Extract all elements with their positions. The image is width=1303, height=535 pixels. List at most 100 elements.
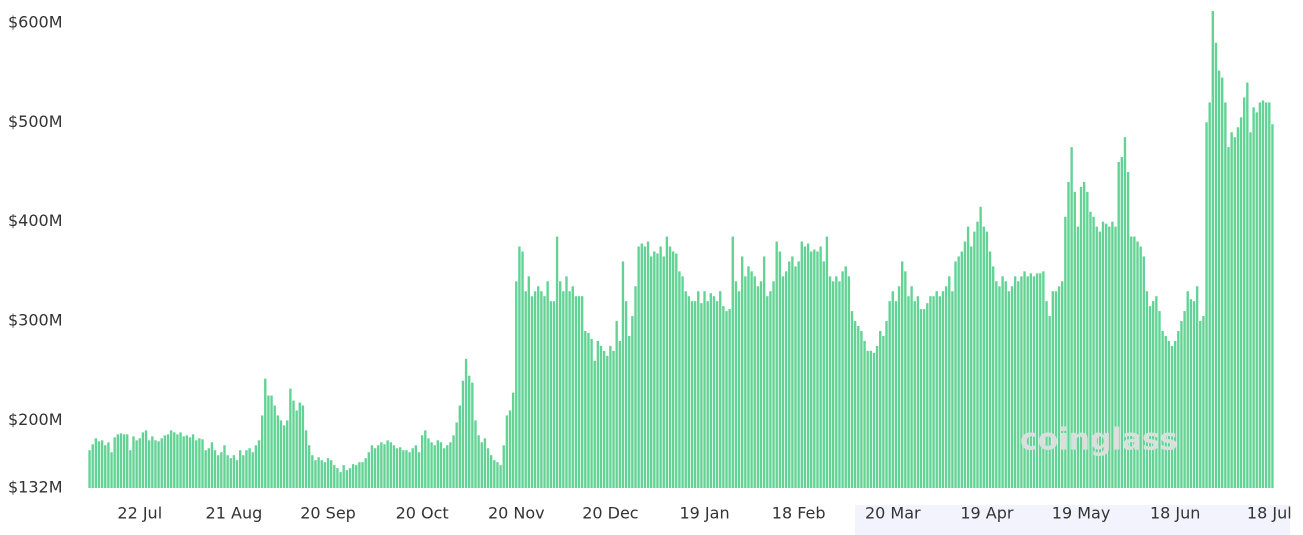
bar bbox=[97, 441, 101, 488]
bar bbox=[970, 246, 973, 488]
bar bbox=[151, 436, 154, 488]
bar bbox=[1145, 291, 1149, 488]
bar bbox=[879, 330, 882, 488]
x-tick-label: 22 Jul bbox=[117, 504, 162, 523]
bar bbox=[1155, 296, 1158, 488]
bar bbox=[762, 256, 766, 488]
bar bbox=[901, 261, 904, 488]
bar bbox=[1130, 236, 1133, 488]
bar bbox=[913, 301, 916, 488]
bar bbox=[1035, 273, 1039, 488]
bar bbox=[1061, 281, 1064, 488]
bar bbox=[191, 434, 195, 488]
bar bbox=[1167, 340, 1171, 488]
bar bbox=[747, 266, 750, 488]
bar bbox=[646, 241, 650, 488]
bar bbox=[678, 271, 681, 488]
bar bbox=[712, 296, 716, 488]
bar bbox=[436, 440, 440, 488]
bar bbox=[759, 281, 763, 488]
bar bbox=[813, 249, 816, 488]
bar bbox=[417, 452, 421, 488]
bar bbox=[138, 438, 141, 488]
bar bbox=[988, 251, 992, 488]
bar bbox=[238, 450, 242, 488]
bar bbox=[1221, 77, 1224, 488]
bar bbox=[135, 440, 138, 488]
bar bbox=[640, 243, 643, 488]
bar bbox=[540, 291, 543, 488]
bar bbox=[1095, 226, 1098, 488]
x-tick-label: 18 Jul bbox=[1247, 504, 1292, 523]
bar bbox=[784, 271, 788, 488]
bar bbox=[188, 437, 192, 488]
bar bbox=[204, 450, 207, 488]
bar bbox=[1001, 276, 1004, 488]
bar bbox=[1092, 216, 1095, 488]
bar bbox=[301, 405, 305, 488]
bar bbox=[427, 438, 430, 488]
bar bbox=[166, 434, 170, 488]
bar bbox=[938, 296, 942, 488]
bar bbox=[511, 392, 515, 488]
y-tick-label: $200M bbox=[8, 410, 63, 429]
bar bbox=[420, 435, 424, 488]
bar bbox=[966, 226, 970, 488]
bar bbox=[358, 462, 361, 488]
bar bbox=[348, 468, 352, 488]
bar bbox=[954, 261, 957, 488]
bar bbox=[1104, 223, 1108, 489]
bar bbox=[201, 439, 204, 488]
bar bbox=[1252, 107, 1255, 489]
bar bbox=[734, 281, 738, 488]
bar bbox=[160, 438, 163, 488]
bar bbox=[982, 226, 985, 488]
bar bbox=[342, 465, 345, 488]
bar bbox=[1199, 321, 1202, 488]
bar bbox=[907, 296, 910, 488]
bar bbox=[229, 458, 232, 488]
bar bbox=[690, 301, 694, 488]
bar bbox=[687, 296, 691, 488]
bar bbox=[1089, 211, 1092, 488]
bar bbox=[392, 445, 396, 488]
bar bbox=[1123, 137, 1127, 488]
bar bbox=[405, 450, 408, 488]
bar bbox=[869, 350, 873, 488]
bar bbox=[766, 296, 769, 488]
x-tick-label: 19 Apr bbox=[960, 504, 1014, 523]
bar bbox=[449, 442, 452, 488]
bar bbox=[533, 291, 537, 488]
bar bbox=[590, 338, 593, 488]
bar bbox=[621, 261, 625, 488]
bar bbox=[922, 309, 926, 488]
bar bbox=[477, 435, 480, 488]
bar bbox=[270, 395, 273, 488]
bar bbox=[1139, 246, 1142, 488]
bar bbox=[596, 340, 600, 488]
bar bbox=[728, 309, 731, 488]
bar bbox=[402, 450, 405, 488]
bar bbox=[398, 447, 402, 488]
bar bbox=[731, 236, 734, 488]
bar bbox=[882, 335, 885, 488]
bar bbox=[932, 296, 935, 488]
bar bbox=[323, 462, 327, 488]
bar bbox=[339, 472, 342, 488]
bar bbox=[113, 437, 116, 488]
bar bbox=[831, 281, 835, 488]
bar bbox=[311, 455, 314, 488]
bar bbox=[235, 460, 239, 488]
bar bbox=[1117, 162, 1120, 488]
bar bbox=[929, 296, 932, 488]
bar bbox=[223, 445, 226, 488]
bar bbox=[822, 261, 825, 488]
bar bbox=[935, 291, 938, 488]
bar bbox=[885, 321, 888, 488]
bar bbox=[979, 206, 982, 489]
bar bbox=[671, 251, 675, 488]
bar bbox=[1032, 276, 1036, 488]
bar bbox=[863, 340, 866, 488]
bar bbox=[568, 291, 571, 488]
bar bbox=[364, 458, 367, 488]
